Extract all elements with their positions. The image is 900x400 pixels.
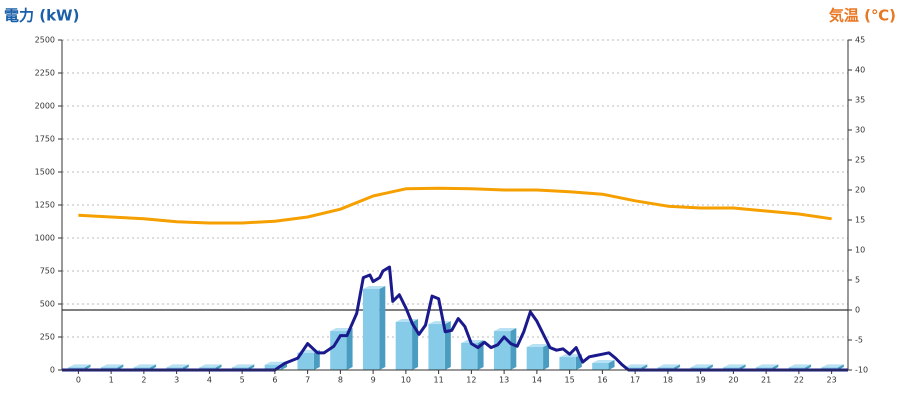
x-tick-label: 11 <box>434 376 444 385</box>
x-tick-label: 15 <box>565 376 575 385</box>
x-tick-label: 2 <box>141 376 146 385</box>
bar <box>330 331 347 370</box>
line <box>78 186 832 225</box>
x-tick-label: 23 <box>827 376 837 385</box>
bar <box>395 321 413 370</box>
y-tick-label: 1500 <box>35 168 55 177</box>
bar-side <box>313 349 320 370</box>
x-tick-label: 0 <box>76 376 81 385</box>
y2-tick-label: 45 <box>855 36 865 45</box>
x-tick-label: 19 <box>696 376 706 385</box>
x-tick-label: 10 <box>401 376 411 385</box>
bar-top <box>461 339 484 343</box>
y2-tick-label: 25 <box>855 156 865 165</box>
y-tick-label: 2250 <box>35 69 55 78</box>
bar-side <box>543 344 550 370</box>
x-tick-label: 16 <box>597 376 607 385</box>
x-tick-label: 13 <box>499 376 509 385</box>
bar-top <box>821 364 844 368</box>
bar <box>362 288 380 370</box>
y-tick-label: 500 <box>40 300 55 309</box>
bar-top <box>100 364 124 368</box>
bar-side <box>346 328 353 370</box>
x-tick-label: 17 <box>630 376 640 385</box>
bar-top <box>788 364 812 368</box>
y-tick-label: 250 <box>40 333 55 342</box>
bar <box>526 347 544 370</box>
x-tick-label: 21 <box>761 376 771 385</box>
bar-top <box>559 354 582 358</box>
y-tick-label: 2000 <box>35 102 55 111</box>
y2-tick-label: 5 <box>855 276 860 285</box>
bar-top <box>428 321 451 325</box>
x-tick-label: 20 <box>728 376 738 385</box>
bar-top <box>330 328 353 332</box>
y2-tick-label: 35 <box>855 96 865 105</box>
bar-top <box>166 364 189 368</box>
y-tick-label: 1000 <box>35 234 55 243</box>
y2-tick-label: 30 <box>855 126 865 135</box>
x-tick-label: 8 <box>338 376 343 385</box>
x-tick-label: 12 <box>466 376 476 385</box>
bar-top <box>592 360 615 364</box>
x-tick-label: 4 <box>207 376 212 385</box>
bar-side <box>608 360 615 370</box>
bar-top <box>493 328 517 332</box>
bar <box>461 342 478 370</box>
y-tick-label: 1750 <box>35 135 55 144</box>
bar-top <box>657 364 681 368</box>
x-tick-label: 22 <box>794 376 804 385</box>
y-tick-label: 2500 <box>35 36 55 45</box>
x-tick-label: 7 <box>305 376 310 385</box>
x-tick-label: 18 <box>663 376 673 385</box>
bar-top <box>624 364 648 368</box>
y-tick-label: 1250 <box>35 201 55 210</box>
x-tick-label: 3 <box>174 376 179 385</box>
y2-axis-title: 気温 (℃) <box>829 7 896 25</box>
x-tick-label: 5 <box>240 376 245 385</box>
y-tick-label: 0 <box>50 366 55 375</box>
bar-top <box>68 364 91 368</box>
y-tick-label: 750 <box>40 267 55 276</box>
bar <box>297 352 314 370</box>
y2-tick-label: 15 <box>855 216 865 225</box>
y2-tick-label: 0 <box>855 306 860 315</box>
y2-tick-label: 10 <box>855 246 865 255</box>
bar-top <box>133 364 157 368</box>
bar <box>264 364 282 370</box>
y2-tick-label: 40 <box>855 66 865 75</box>
bar-top <box>199 364 222 368</box>
bar-top <box>526 344 550 348</box>
bar-top <box>755 364 779 368</box>
bar-side <box>379 285 386 370</box>
bar <box>559 357 576 370</box>
x-tick-label: 6 <box>272 376 277 385</box>
bar-side <box>444 321 451 370</box>
x-tick-label: 14 <box>532 376 542 385</box>
y2-tick-label: -5 <box>855 336 863 345</box>
y2-tick-label: -10 <box>855 366 868 375</box>
line <box>62 265 848 372</box>
bar-top <box>231 364 255 368</box>
x-tick-label: 1 <box>109 376 114 385</box>
bar-top <box>690 364 713 368</box>
bar-top <box>723 364 746 368</box>
y-axis-title: 電力 (kW) <box>4 7 79 25</box>
bar-side <box>510 328 517 370</box>
bar <box>592 363 609 370</box>
bar-top <box>362 285 386 289</box>
x-tick-label: 9 <box>371 376 376 385</box>
bar <box>493 331 511 370</box>
y2-tick-label: 20 <box>855 186 865 195</box>
bar <box>428 324 445 370</box>
